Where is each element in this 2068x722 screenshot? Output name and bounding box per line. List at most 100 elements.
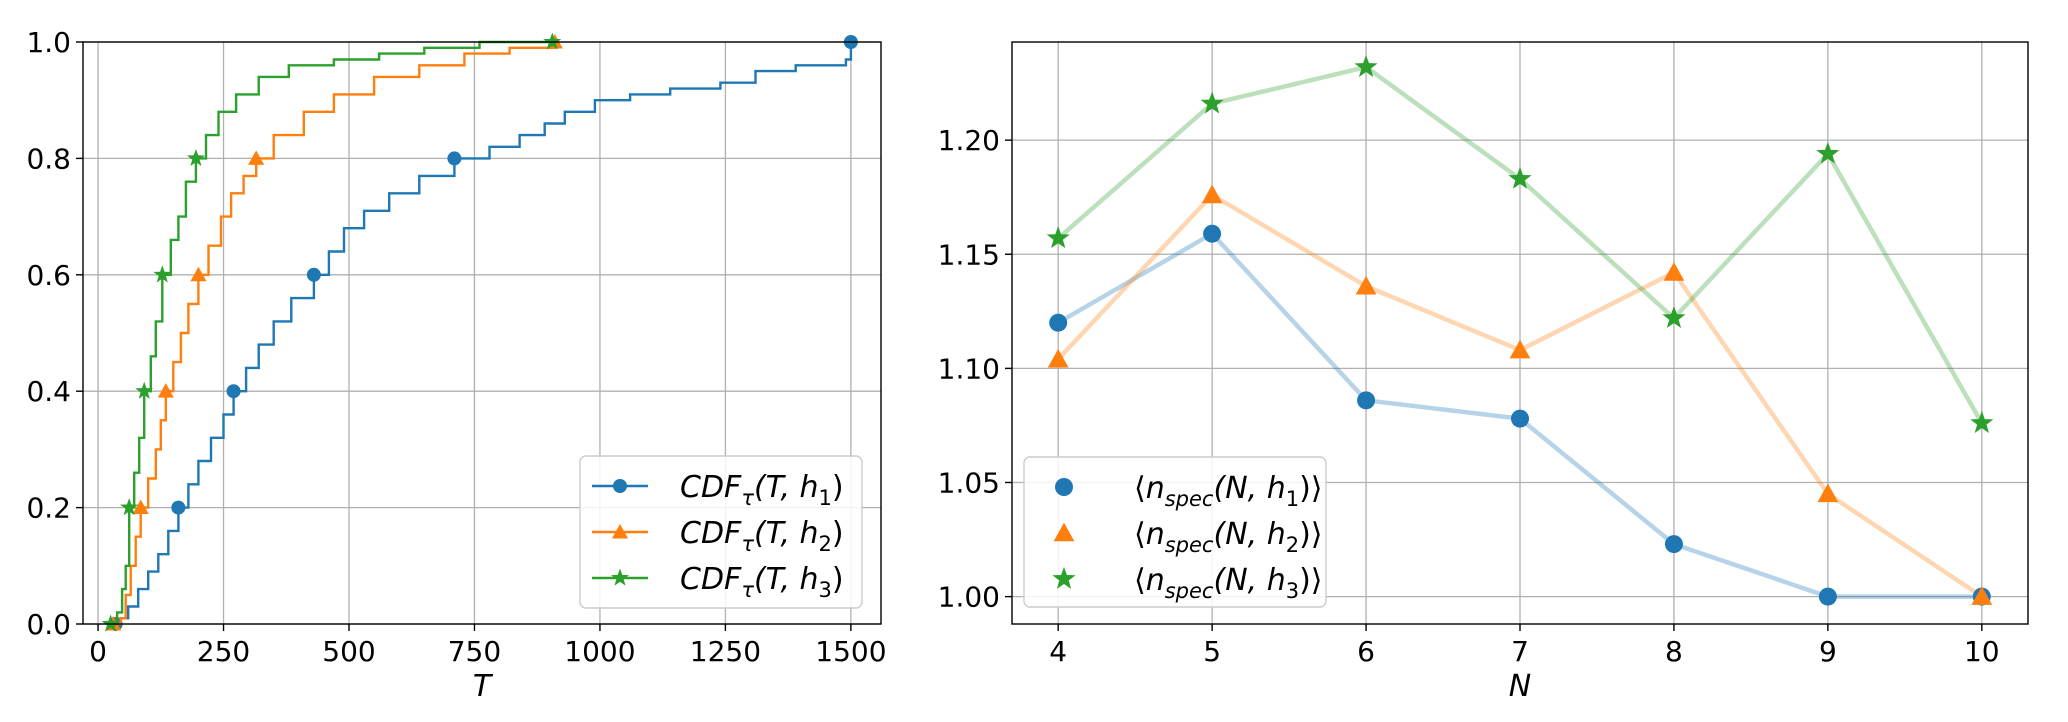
legend-close: )⟩ [1299, 471, 1322, 506]
marker-h2 [157, 383, 174, 398]
point-h1 [1357, 391, 1376, 410]
series-markers-h2 [1047, 184, 1993, 605]
y-tick-label: 0.0 [26, 608, 71, 641]
x-tick-label: 1250 [690, 635, 761, 668]
legend-close: )⟩ [1299, 517, 1322, 552]
x-tick-label: 500 [322, 635, 375, 668]
legend-close: ) [832, 562, 844, 597]
legend-marker [1052, 566, 1076, 589]
y-tick-label: 1.00 [938, 581, 1000, 614]
axes-frame [1011, 41, 2029, 625]
legend-index: 1 [1286, 487, 1299, 511]
x-tick-label: 10 [1964, 635, 2000, 668]
point-h3 [1816, 141, 1840, 164]
x-tick-label: 250 [197, 635, 250, 668]
legend-box [1023, 456, 1327, 608]
legend-args: (T, h [754, 470, 819, 505]
point-h1 [1203, 224, 1222, 243]
marker-h3 [135, 381, 154, 399]
legend-sub: spec [1165, 579, 1214, 603]
x-tick-label: 750 [448, 635, 501, 668]
x-axis-label: N [1509, 669, 1531, 704]
legend-entry-h1: CDFτ(T, h1) [592, 470, 844, 510]
y-tick-label: 1.0 [26, 26, 71, 59]
y-tick-label: 0.2 [26, 492, 71, 525]
legend-close: ) [832, 516, 844, 551]
legend-args: (T, h [754, 516, 819, 551]
y-tick-label: 1.20 [938, 124, 1000, 157]
legend-box [579, 455, 863, 609]
point-h1 [1049, 313, 1068, 332]
legend-label: ⟨nspec(N, h1)⟩ [1134, 471, 1323, 511]
y-tick-label: 1.15 [938, 238, 1000, 271]
point-h3 [1970, 411, 1994, 433]
legend-sub: τ [741, 486, 754, 510]
n-spec-chart: 4 5 6 7 8 9 101.001.051.101.151.20N⟨nspec(N, h… [938, 41, 2029, 704]
legend-index: 1 [819, 486, 832, 510]
x-tick-label: 8 [1665, 635, 1683, 668]
legend-args: (T, h [754, 562, 819, 597]
marker-h3 [120, 498, 139, 516]
point-h3 [1200, 91, 1224, 114]
legend-index: 3 [1286, 579, 1299, 603]
legend: ⟨nspec(N, h1)⟩⟨nspec(N, h2)⟩⟨nspec(N, h3… [1023, 456, 1327, 608]
marker-h3 [543, 32, 562, 50]
marker-h3 [153, 265, 172, 283]
y-tick-label: 1.10 [938, 352, 1000, 385]
legend-index: 2 [819, 532, 832, 556]
x-tick-label: 7 [1511, 635, 1529, 668]
x-tick-label: 1000 [564, 635, 635, 668]
legend-args: (N, h [1213, 563, 1285, 598]
legend-sub: τ [741, 532, 754, 556]
point-h1 [1511, 409, 1529, 428]
legend-index: 3 [819, 578, 832, 602]
legend-open: ⟨ [1134, 517, 1146, 552]
y-tick-label: 0.4 [26, 375, 71, 408]
cdf-line-h3 [110, 40, 553, 626]
x-axis-label: T [473, 669, 494, 704]
legend-main: n [1146, 563, 1165, 598]
legend-entry-h2: ⟨nspec(N, h2)⟩ [1053, 517, 1323, 557]
legend-open: ⟨ [1134, 563, 1146, 598]
marker-h2 [190, 266, 207, 282]
legend-entry-h3: CDFτ(T, h3) [592, 562, 844, 602]
legend-marker [1055, 478, 1073, 496]
legend-sub: τ [741, 578, 754, 602]
series-h1 [108, 35, 858, 631]
marker-h1 [171, 500, 186, 515]
marker-h1 [447, 151, 462, 166]
legend-main: n [1146, 471, 1165, 506]
x-tick-label: 1500 [815, 635, 886, 668]
legend-label: ⟨nspec(N, h3)⟩ [1134, 563, 1323, 603]
plot-area [101, 32, 858, 632]
legend-entry-h3: ⟨nspec(N, h3)⟩ [1052, 563, 1323, 603]
point-h3 [1508, 166, 1532, 189]
point-h3 [1354, 54, 1378, 77]
marker-h3 [186, 148, 205, 167]
legend-entry-h2: CDFτ(T, h2) [592, 516, 844, 556]
legend-main: CDF [680, 562, 742, 597]
point-h2 [1971, 586, 1993, 605]
cdf-chart: 0 250 500 750 1000 1250 1500 0.0 0.2 0.4 0.6 0.8 1.0… [26, 26, 886, 704]
legend-close: ) [832, 470, 844, 505]
marker-h1 [306, 267, 321, 282]
legend-sub: spec [1165, 533, 1214, 557]
legend-main: CDF [680, 516, 742, 551]
y-tick-label: 0.8 [26, 142, 71, 175]
x-tick-label: 6 [1357, 635, 1375, 668]
y-tick-label: 0.6 [26, 259, 71, 292]
plot-area [1046, 54, 1994, 606]
point-h3 [1662, 306, 1686, 328]
legend-open: ⟨ [1134, 471, 1146, 506]
x-tick-label: 4 [1049, 635, 1067, 668]
legend-index: 2 [1286, 533, 1299, 557]
point-h1 [1818, 587, 1837, 606]
series-markers-h3 [1046, 54, 1994, 433]
x-tick-label: 0 [89, 635, 107, 668]
marker-h2 [248, 150, 265, 165]
point-h2 [1047, 348, 1069, 368]
series-h3 [101, 32, 562, 632]
marker-h1 [226, 384, 241, 399]
legend-label: CDFτ(T, h2) [680, 516, 844, 556]
x-tick-label: 9 [1819, 635, 1837, 668]
